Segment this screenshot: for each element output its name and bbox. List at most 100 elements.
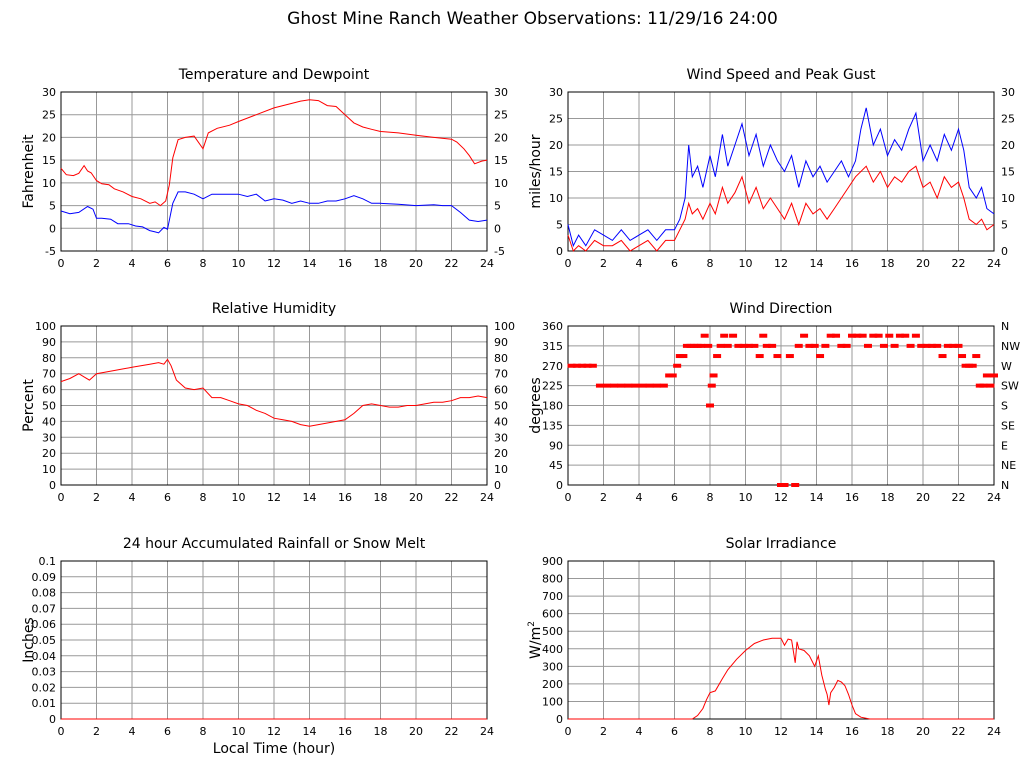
x-tick-label: 24 xyxy=(480,491,494,504)
x-tick-label: 14 xyxy=(810,725,824,738)
temp-ylabel: Fahrenheit xyxy=(21,134,37,209)
x-tick-label: 12 xyxy=(267,725,281,738)
y-tick-label: 30 xyxy=(549,86,563,99)
x-tick-label: 6 xyxy=(671,257,678,270)
wdir-point xyxy=(595,383,604,388)
x-tick-label: 12 xyxy=(267,491,281,504)
x-tick-label: 24 xyxy=(480,257,494,270)
y-tick-label: 30 xyxy=(42,86,56,99)
y-tick-label: 0 xyxy=(49,479,56,492)
x-tick-label: 18 xyxy=(881,257,895,270)
x-tick-label: 4 xyxy=(129,725,136,738)
y-tick-label-right: SE xyxy=(1001,419,1015,432)
rain-panel: 24 hour Accumulated Rainfall or Snow Mel… xyxy=(21,536,494,757)
x-tick-label: 6 xyxy=(164,257,171,270)
rh-frame xyxy=(60,325,488,486)
wdir-point xyxy=(922,343,931,348)
wdir-point xyxy=(917,343,926,348)
rh-series-line-0 xyxy=(60,358,488,427)
y-tick-label-right: SW xyxy=(1001,380,1019,393)
solar-ylabel-sup: 2 xyxy=(527,621,537,627)
wdir-point xyxy=(583,363,592,368)
x-tick-label: 6 xyxy=(671,725,678,738)
y-tick-label: 100 xyxy=(35,320,56,333)
y-tick-label: 300 xyxy=(542,660,563,673)
x-tick-label: 20 xyxy=(916,725,930,738)
wdir-point xyxy=(890,343,899,348)
rain-xlabel: Local Time (hour) xyxy=(213,741,335,757)
y-tick-label: -5 xyxy=(45,245,56,258)
wdir-point xyxy=(578,363,587,368)
wdir-point xyxy=(968,363,977,368)
wdir-point xyxy=(990,373,998,378)
y-tick-label-right: 10 xyxy=(1001,192,1015,205)
wdir-point xyxy=(837,343,846,348)
wdir-point xyxy=(768,343,777,348)
wdir-point xyxy=(986,383,995,388)
y-tick-label-right: 5 xyxy=(494,200,501,213)
y-tick-label: 40 xyxy=(42,415,56,428)
y-tick-label-right: 20 xyxy=(494,447,508,460)
y-tick-label: 135 xyxy=(542,419,563,432)
x-tick-label: 2 xyxy=(93,257,100,270)
x-tick-label: 8 xyxy=(707,257,714,270)
wdir-point xyxy=(979,383,988,388)
y-tick-label: 200 xyxy=(542,678,563,691)
solar-frame xyxy=(567,560,995,720)
wdir-point xyxy=(759,333,768,338)
wdir-point xyxy=(706,403,714,408)
wdir-point xyxy=(610,383,619,388)
y-tick-label: 5 xyxy=(556,219,563,232)
x-tick-label: 12 xyxy=(774,725,788,738)
y-tick-label: 10 xyxy=(42,463,56,476)
solar-series-line-0 xyxy=(568,637,994,720)
wdir-point xyxy=(603,383,612,388)
y-tick-label: 270 xyxy=(542,360,563,373)
wind-frame xyxy=(567,91,995,252)
x-tick-label: 2 xyxy=(600,491,607,504)
y-tick-label: 45 xyxy=(549,459,563,472)
wdir-point xyxy=(716,343,725,348)
y-tick-label: 0 xyxy=(556,713,563,726)
y-tick-label-right: NE xyxy=(1001,459,1016,472)
wdir-point xyxy=(750,343,759,348)
x-tick-label: 20 xyxy=(916,257,930,270)
y-tick-label: 0.01 xyxy=(32,697,57,710)
solar-title: Solar Irradiance xyxy=(726,536,837,552)
x-tick-label: 24 xyxy=(987,491,1001,504)
wdir-point xyxy=(700,333,709,338)
x-tick-label: 16 xyxy=(845,257,859,270)
wdir-point xyxy=(938,354,947,359)
wdir-point xyxy=(853,333,862,338)
wdir-point xyxy=(810,343,819,348)
wdir-point xyxy=(638,383,647,388)
wdir-ylabel: degrees xyxy=(528,377,544,433)
y-tick-label: 0.08 xyxy=(32,587,57,600)
x-tick-label: 0 xyxy=(565,257,572,270)
wdir-point xyxy=(805,343,814,348)
y-tick-label: 700 xyxy=(542,590,563,603)
x-tick-label: 4 xyxy=(636,257,643,270)
y-tick-label-right: NW xyxy=(1001,340,1020,353)
wdir-point xyxy=(679,354,688,359)
y-tick-label: 25 xyxy=(42,109,56,122)
y-tick-label: 180 xyxy=(542,400,563,413)
x-tick-label: 10 xyxy=(232,257,246,270)
y-tick-label-right: N xyxy=(1001,320,1009,333)
wdir-point xyxy=(885,333,894,338)
y-tick-label-right: N xyxy=(1001,479,1009,492)
x-tick-label: 2 xyxy=(600,257,607,270)
y-tick-label: 0.07 xyxy=(32,602,57,615)
wdir-point xyxy=(901,333,910,338)
x-tick-label: 4 xyxy=(129,257,136,270)
x-tick-label: 14 xyxy=(810,257,824,270)
wdir-point xyxy=(794,343,803,348)
y-tick-label: 0.05 xyxy=(32,634,57,647)
x-tick-label: 6 xyxy=(671,491,678,504)
solar-ylabel: W/m2 xyxy=(527,621,544,659)
wdir-point xyxy=(821,343,830,348)
wdir-point xyxy=(954,343,963,348)
y-tick-label: 80 xyxy=(42,352,56,365)
y-tick-label-right: 15 xyxy=(1001,166,1015,179)
